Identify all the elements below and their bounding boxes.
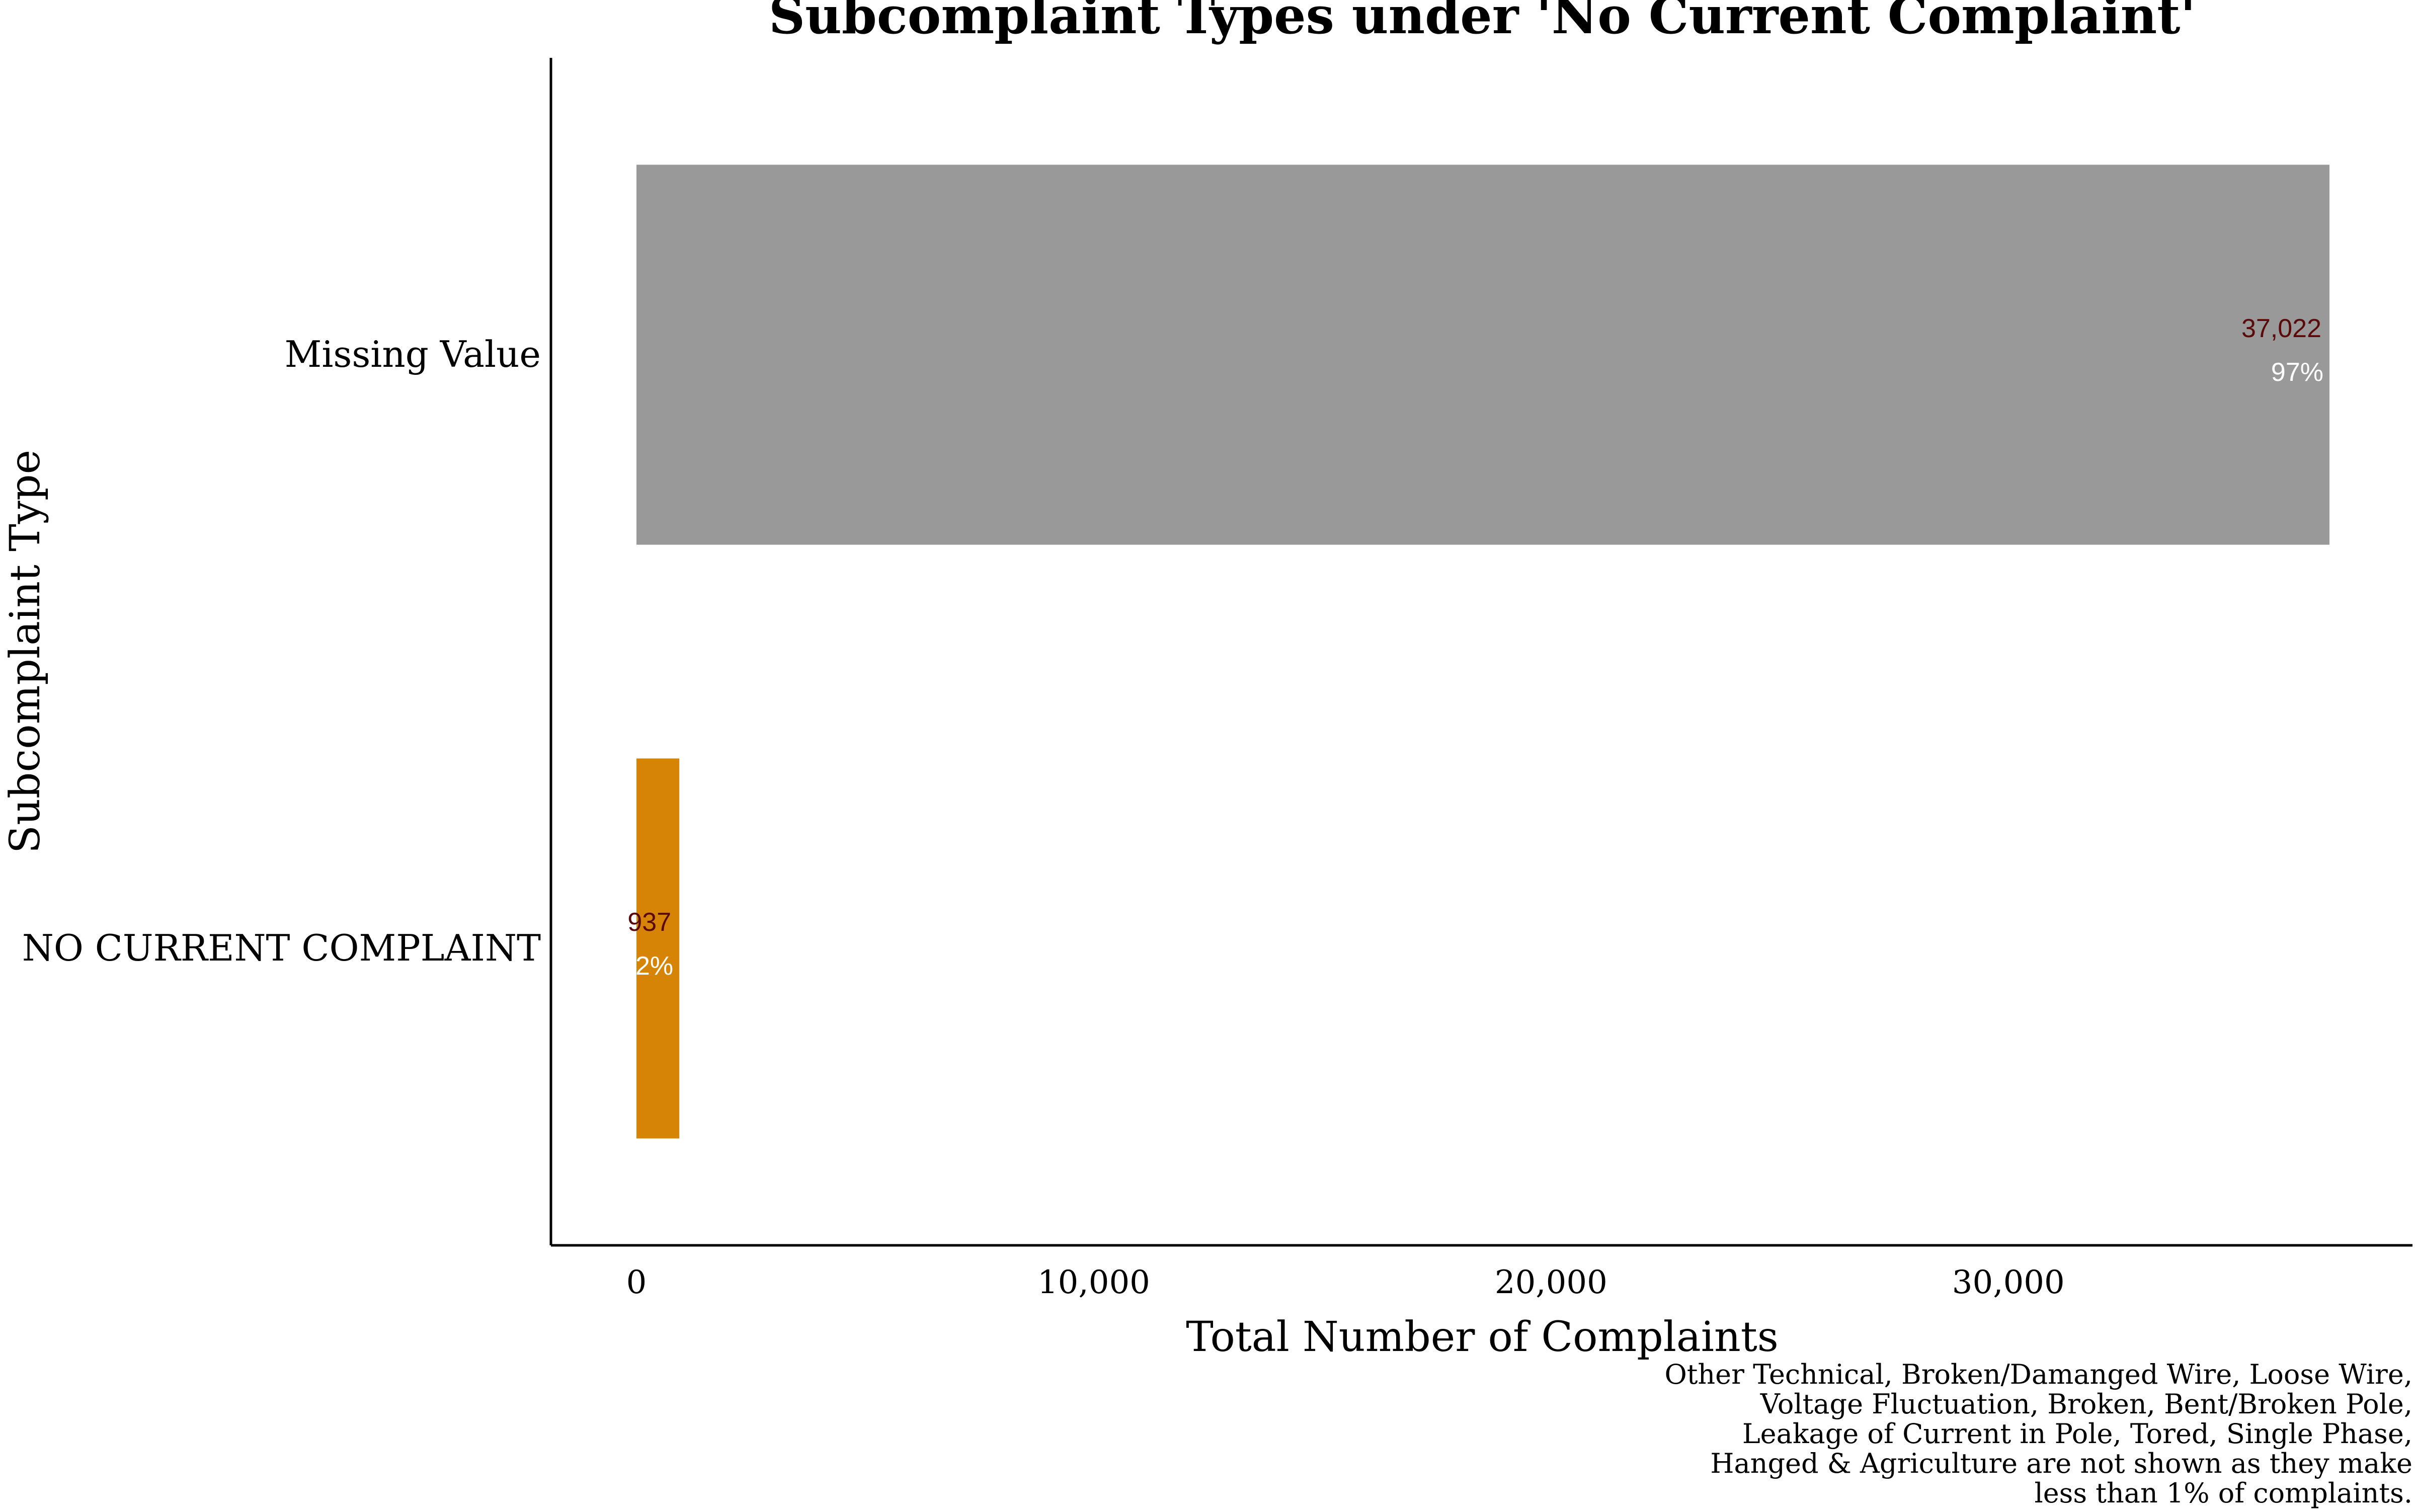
x-tick-label: 0 [626,1264,647,1301]
chart-title: Subcomplaint Types under 'No Current Com… [769,0,2196,45]
bar-missing-value [636,165,2329,545]
x-tick-label: 30,000 [1952,1264,2065,1301]
caption-line: Hanged & Agriculture are not shown as th… [1710,1448,2412,1479]
x-tick-label: 10,000 [1037,1264,1150,1301]
x-axis-title: Total Number of Complaints [1186,1313,1779,1361]
value-label-no-current-complaint: 937 [627,908,671,937]
caption-line: Leakage of Current in Pole, Tored, Singl… [1742,1418,2412,1450]
percent-label-no-current-complaint: 2% [635,951,673,981]
caption: Other Technical, Broken/Damanged Wire, L… [1664,1359,2412,1509]
value-label-missing-value: 37,022 [2241,314,2321,343]
category-label-no-current-complaint: NO CURRENT COMPLAINT [22,927,541,969]
caption-line: Other Technical, Broken/Damanged Wire, L… [1664,1359,2412,1390]
bars-group: 37,022 97% 937 2% [627,165,2329,1139]
bar-no-current-complaint [636,758,680,1139]
caption-line: less than 1% of complaints. [2034,1477,2412,1509]
caption-line: Voltage Fluctuation, Broken, Bent/Broken… [1760,1388,2412,1420]
category-labels: Missing Value NO CURRENT COMPLAINT [22,333,541,969]
x-tick-label: 20,000 [1495,1264,1607,1301]
x-tick-labels: 0 10,000 20,000 30,000 [626,1264,2065,1301]
y-axis-title: Subcomplaint Type [2,450,49,853]
category-label-missing-value: Missing Value [285,333,541,375]
percent-label-missing-value: 97% [2271,358,2323,387]
